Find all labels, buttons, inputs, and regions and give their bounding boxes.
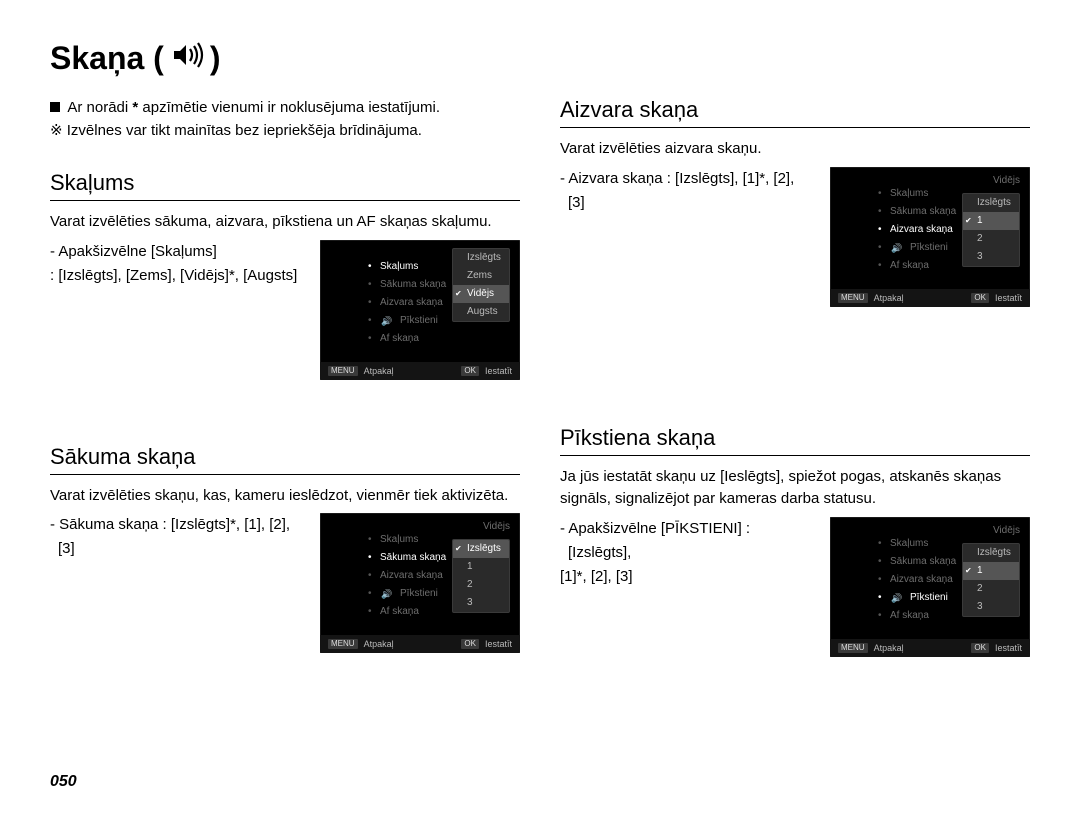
cam-footer-back: Atpakaļ [874, 643, 904, 653]
speaker-icon: 🔊 [890, 589, 904, 607]
title-text: Skaņa [50, 40, 144, 77]
cam-screenshot-beep: •Skaļums•Sākuma skaņa•Aizvara skaņa•🔊Pīk… [830, 517, 1030, 657]
menu-tag: MENU [838, 293, 868, 303]
cam-footer-back: Atpakaļ [874, 293, 904, 303]
ok-tag: OK [971, 643, 989, 653]
page-number: 050 [50, 773, 77, 791]
section-start-title: Sākuma skaņa [50, 444, 520, 475]
section-beep-body: Ja jūs iestatāt skaņu uz [Ieslēgts], spi… [560, 466, 1030, 511]
cam-popup-option: Izslēgts [963, 194, 1019, 212]
speaker-icon: 🔊 [890, 239, 904, 257]
section-beep-title: Pīkstiena skaņa [560, 425, 1030, 456]
cam-footer-back: Atpakaļ [364, 366, 394, 376]
section-volume-body: Varat izvēlēties sākuma, aizvara, pīksti… [50, 211, 520, 234]
volume-setting-line1: - Apakšizvēlne [Skaļums] [50, 240, 300, 264]
cam-footer: MENU Atpakaļ OK Iestatīt [830, 639, 1030, 657]
shutter-setting: - Aizvara skaņa : [Izslēgts], [1]*, [2],… [560, 167, 810, 215]
cam-footer-set: Iestatīt [485, 366, 512, 376]
paren-close: ) [210, 40, 221, 77]
menu-tag: MENU [838, 643, 868, 653]
speaker-icon: 🔊 [380, 312, 394, 330]
cam-popup-option: 1 [453, 558, 509, 576]
left-column: Ar norādi * apzīmētie vienumi ir noklusē… [50, 97, 520, 657]
cam-popup-option: Izslēgts [453, 540, 509, 558]
cam-footer: MENU Atpakaļ OK Iestatīt [320, 635, 520, 653]
cam-footer: MENU Atpakaļ OK Iestatīt [320, 362, 520, 380]
cam-popup: Izslēgts123 [962, 543, 1020, 617]
cam-footer-set: Iestatīt [485, 639, 512, 649]
cam-screenshot-start: •Skaļums•Sākuma skaņa•Aizvara skaņa•🔊Pīk… [320, 513, 520, 653]
cam-popup: IzslēgtsZemsVidējsAugsts [452, 248, 510, 322]
menu-tag: MENU [328, 366, 358, 376]
cam-popup-option: Izslēgts [963, 544, 1019, 562]
menu-tag: MENU [328, 639, 358, 649]
beep-setting-line1: - Apakšizvēlne [PĪKSTIENI] : [Izslēgts], [560, 517, 810, 565]
cam-popup-option: 2 [963, 580, 1019, 598]
ok-tag: OK [461, 366, 479, 376]
cam-popup-option: Zems [453, 267, 509, 285]
cam-footer: MENU Atpakaļ OK Iestatīt [830, 289, 1030, 307]
cam-footer-back: Atpakaļ [364, 639, 394, 649]
cam-popup-option: 1 [963, 212, 1019, 230]
cam-header-value: Vidējs [993, 525, 1020, 536]
speaker-icon: 🔊 [380, 585, 394, 603]
cam-popup-option: 3 [453, 594, 509, 612]
cam-popup-option: Augsts [453, 303, 509, 321]
cam-header-value: Vidējs [993, 175, 1020, 186]
cam-header-value: Vidējs [483, 521, 510, 532]
ok-tag: OK [461, 639, 479, 649]
cam-popup: Izslēgts123 [962, 193, 1020, 267]
ok-tag: OK [971, 293, 989, 303]
cam-popup-option: 2 [963, 230, 1019, 248]
section-volume-title: Skaļums [50, 170, 520, 201]
cam-popup-option: 3 [963, 598, 1019, 616]
cam-popup-option: Vidējs [453, 285, 509, 303]
section-shutter-body: Varat izvēlēties aizvara skaņu. [560, 138, 1030, 161]
cam-popup-option: 1 [963, 562, 1019, 580]
cam-popup-option: Izslēgts [453, 249, 509, 267]
cam-popup: Izslēgts123 [452, 539, 510, 613]
volume-setting-line2: : [Izslēgts], [Zems], [Vidējs]*, [Augsts… [50, 264, 300, 288]
section-shutter-title: Aizvara skaņa [560, 97, 1030, 128]
cam-popup-option: 2 [453, 576, 509, 594]
start-setting: - Sākuma skaņa : [Izslēgts]*, [1], [2], … [50, 513, 300, 561]
right-column: Aizvara skaņa Varat izvēlēties aizvara s… [560, 97, 1030, 657]
cam-popup-option: 3 [963, 248, 1019, 266]
speaker-icon [172, 40, 204, 77]
cam-footer-set: Iestatīt [995, 293, 1022, 303]
page-title: Skaņa ( ) [50, 40, 1030, 77]
cam-screenshot-shutter: •Skaļums•Sākuma skaņa•Aizvara skaņa•🔊Pīk… [830, 167, 1030, 307]
cam-footer-set: Iestatīt [995, 643, 1022, 653]
square-bullet-icon [50, 102, 60, 112]
cam-screenshot-volume: •Skaļums•Sākuma skaņa•Aizvara skaņa•🔊Pīk… [320, 240, 520, 380]
beep-setting-line2: [1]*, [2], [3] [560, 565, 810, 589]
cam-menu-item: •Af skaņa [368, 330, 512, 348]
section-start-body: Varat izvēlēties skaņu, kas, kameru iesl… [50, 485, 520, 508]
paren-open: ( [153, 40, 164, 77]
defaults-note: Ar norādi * apzīmētie vienumi ir noklusē… [50, 97, 520, 142]
